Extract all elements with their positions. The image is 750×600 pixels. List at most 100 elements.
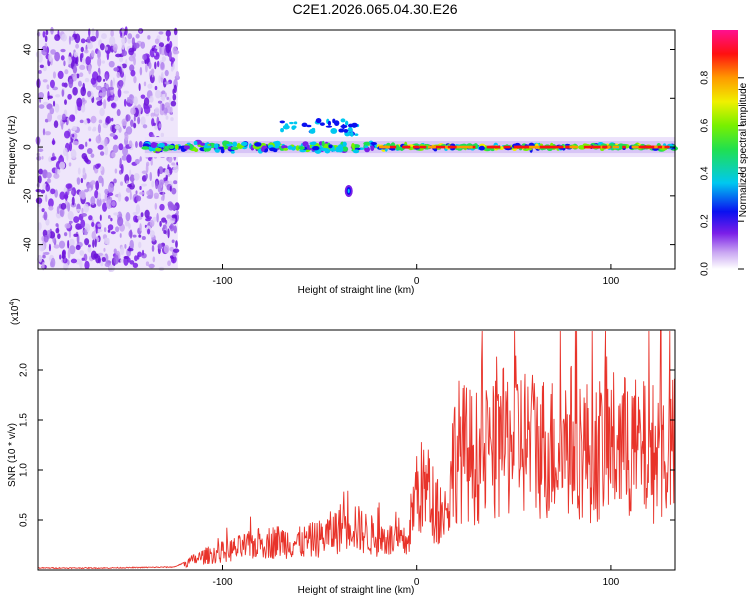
noise-speck: [158, 42, 165, 48]
y-tick-label: 0.5: [19, 513, 30, 527]
noise-speck: [137, 116, 141, 125]
noise-speck: [61, 113, 66, 121]
noise-speck: [152, 256, 156, 263]
snr-y-ticks: 0.5 1.0 1.5 2.0: [19, 363, 675, 527]
noise-speck: [140, 41, 146, 49]
noise-speck: [130, 119, 134, 127]
noise-speck: [143, 81, 147, 87]
noise-speck: [42, 128, 46, 136]
noise-speck: [137, 251, 143, 258]
noise-speck: [148, 61, 152, 70]
noise-speck: [149, 95, 154, 103]
noise-speck: [119, 157, 122, 168]
noise-speck: [135, 204, 141, 215]
snr-ylabel: SNR (10 * v/v): [7, 423, 18, 487]
noise-speck: [80, 219, 86, 228]
noise-speck: [112, 43, 118, 52]
noise-speck: [151, 69, 154, 78]
noise-speck: [97, 49, 101, 60]
carrier-sideband: [342, 129, 349, 132]
noise-speck: [36, 31, 41, 37]
noise-speck: [96, 197, 102, 207]
noise-speck: [166, 96, 170, 101]
noise-speck: [170, 117, 174, 122]
noise-speck: [151, 245, 155, 252]
noise-speck: [129, 190, 132, 201]
noise-speck: [120, 258, 125, 263]
noise-speck: [141, 183, 148, 187]
noise-speck: [139, 66, 143, 76]
noise-speck: [115, 226, 120, 233]
noise-speck: [120, 246, 125, 256]
noise-speck: [173, 225, 177, 234]
noise-speck: [128, 230, 133, 238]
carrier-sideband: [293, 121, 298, 125]
noise-speck: [117, 192, 122, 202]
carrier-peak: [622, 145, 626, 149]
noise-speck: [37, 222, 42, 231]
noise-speck: [171, 162, 176, 166]
noise-speck: [60, 48, 66, 53]
noise-speck: [49, 231, 56, 239]
noise-speck: [77, 167, 81, 175]
noise-speck: [77, 80, 82, 87]
noise-speck: [85, 56, 92, 66]
carrier-blob: [193, 140, 198, 146]
noise-speck: [97, 192, 102, 200]
carrier-sideband: [306, 124, 312, 128]
noise-speck: [149, 74, 155, 84]
carrier-sideband: [351, 122, 358, 128]
noise-speck: [98, 252, 104, 256]
noise-speck: [112, 77, 116, 87]
noise-speck: [129, 174, 135, 182]
noise-speck: [107, 192, 114, 196]
y-tick-label: 2.0: [19, 363, 30, 377]
noise-speck: [63, 130, 71, 139]
noise-speck: [119, 79, 124, 87]
spectrogram-panel: -100 0 100 -40 -20 0 20 40 Height of straight …: [7, 26, 679, 296]
noise-speck: [104, 262, 111, 268]
noise-speck: [132, 262, 139, 268]
noise-speck: [43, 211, 48, 221]
noise-speck: [96, 86, 101, 91]
noise-speck: [104, 188, 109, 195]
noise-speck: [150, 112, 155, 118]
noise-speck: [124, 196, 130, 202]
noise-speck: [57, 233, 61, 240]
noise-speck: [171, 187, 177, 195]
noise-speck: [103, 227, 107, 233]
noise-speck: [142, 54, 147, 61]
noise-speck: [57, 114, 63, 120]
carrier-sideband: [341, 123, 346, 130]
carrier-blob: [309, 141, 317, 146]
noise-speck: [59, 209, 64, 217]
noise-speck: [159, 203, 165, 211]
noise-speck: [135, 190, 138, 195]
noise-speck: [80, 213, 88, 217]
noise-speck: [84, 49, 89, 54]
noise-speck: [107, 224, 114, 231]
noise-speck: [168, 97, 171, 104]
noise-speck: [81, 207, 84, 214]
carrier-blob: [283, 147, 289, 151]
carrier-sideband: [338, 128, 345, 133]
noise-speck: [84, 158, 89, 163]
noise-speck: [91, 222, 95, 227]
noise-speck: [64, 223, 71, 229]
noise-speck: [127, 248, 134, 252]
spectrogram-y-ticks: -40 -20 0 20 40: [23, 44, 675, 252]
carrier-blob: [269, 147, 277, 152]
carrier-blob: [183, 145, 190, 150]
noise-speck: [134, 255, 138, 262]
noise-speck: [38, 104, 45, 109]
noise-speck: [160, 71, 164, 79]
carrier-blob: [200, 142, 205, 146]
noise-speck: [161, 217, 167, 223]
noise-speck: [119, 233, 122, 238]
carrier-peak: [539, 145, 550, 149]
noise-speck: [49, 107, 55, 115]
noise-speck: [172, 88, 175, 95]
y-tick-label: 1.5: [19, 413, 30, 427]
noise-speck: [124, 220, 130, 227]
noise-speck: [41, 155, 44, 160]
